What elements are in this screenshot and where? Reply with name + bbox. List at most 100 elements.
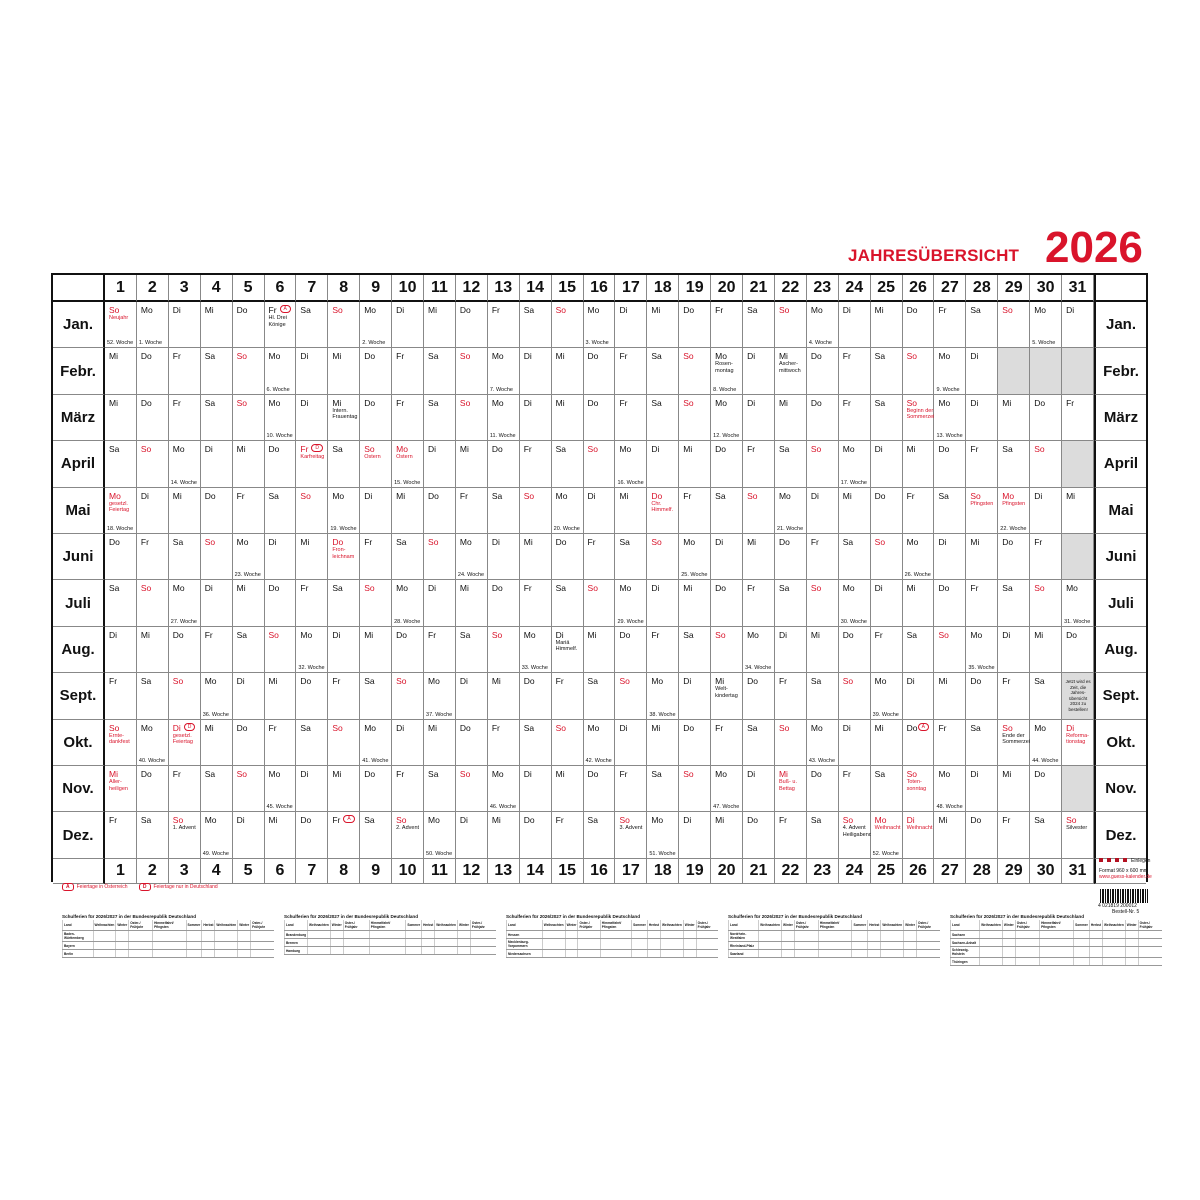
day-cell[interactable]: Do — [934, 441, 967, 488]
day-cell[interactable]: So — [519, 487, 552, 534]
day-cell[interactable]: Sa — [551, 580, 584, 627]
day-cell[interactable]: Sa — [296, 719, 329, 766]
day-cell[interactable]: Mi — [711, 812, 744, 859]
day-cell[interactable]: So — [583, 580, 616, 627]
day-cell[interactable]: Mi — [328, 348, 361, 395]
day-cell[interactable]: So — [455, 348, 488, 395]
day-cell[interactable]: Mi — [551, 766, 584, 813]
day-cell[interactable]: Di — [328, 626, 361, 674]
day-cell[interactable]: Mo 26. Woche — [902, 534, 935, 581]
day-cell[interactable]: Do Fron-leichnam — [328, 534, 361, 581]
day-cell[interactable]: So Neujahr 52. Woche — [105, 302, 137, 349]
day-cell[interactable]: Do — [998, 534, 1031, 581]
day-cell[interactable]: Mi — [838, 487, 871, 534]
day-cell[interactable]: Mo 41. Woche — [360, 719, 393, 766]
day-cell[interactable]: Sa — [551, 441, 584, 488]
day-cell[interactable]: Do — [615, 626, 648, 674]
day-cell[interactable]: Mo 14. Woche — [168, 441, 201, 488]
day-cell[interactable]: Do — [806, 766, 839, 813]
day-cell[interactable]: Di — [743, 766, 775, 813]
day-cell[interactable]: Mi — [1030, 626, 1063, 674]
day-cell[interactable]: Fr — [902, 487, 935, 534]
day-cell[interactable]: Mi — [136, 626, 169, 674]
day-cell[interactable]: Mo 9. Woche — [934, 348, 967, 395]
day-cell[interactable]: Di — [200, 580, 233, 627]
day-cell[interactable]: Mo 19. Woche — [328, 487, 361, 534]
day-cell[interactable]: Sa — [168, 534, 201, 581]
day-cell[interactable]: Sa — [136, 812, 169, 859]
day-cell[interactable]: Sa — [743, 302, 775, 349]
day-cell[interactable]: Mo 51. Woche — [647, 812, 680, 859]
day-cell[interactable]: Di — [296, 348, 329, 395]
day-cell[interactable]: So — [998, 302, 1031, 349]
day-cell[interactable]: Fr — [934, 302, 967, 349]
day-cell[interactable]: Mo 17. Woche — [838, 441, 871, 488]
day-cell[interactable]: Sa — [200, 394, 233, 442]
day-cell[interactable]: So — [232, 766, 265, 813]
day-cell[interactable]: Mo 49. Woche — [200, 812, 233, 859]
day-cell[interactable]: Mi — [966, 534, 999, 581]
day-cell[interactable]: Mo 20. Woche — [551, 487, 584, 534]
day-cell[interactable]: Sa — [264, 487, 297, 534]
day-cell[interactable]: Di — [870, 580, 903, 627]
day-cell[interactable]: Mi — [583, 626, 616, 674]
day-cell[interactable]: Mo gesetzl. Feiertag 18. Woche — [105, 487, 137, 534]
day-cell[interactable]: So — [232, 394, 265, 442]
day-cell[interactable]: Sa — [583, 673, 616, 720]
day-cell[interactable]: Mo 32. Woche — [296, 626, 329, 674]
day-cell[interactable]: Fr — [1030, 534, 1063, 581]
day-cell[interactable]: Fr — [168, 766, 201, 813]
day-cell[interactable]: Di — [1030, 487, 1063, 534]
day-cell[interactable]: Mo 23. Woche — [232, 534, 265, 581]
day-cell[interactable]: Mo 43. Woche — [806, 719, 839, 766]
day-cell[interactable]: So — [583, 441, 616, 488]
day-cell[interactable]: Di — [168, 302, 201, 349]
day-cell[interactable]: Do — [200, 487, 233, 534]
day-cell[interactable]: So — [392, 673, 425, 720]
day-cell[interactable]: Sa — [647, 766, 680, 813]
day-cell[interactable]: Mo 46. Woche — [487, 766, 520, 813]
day-cell[interactable]: Di — [743, 348, 775, 395]
day-cell[interactable]: Fr — [487, 719, 520, 766]
day-cell[interactable]: Fr Hl. Drei Könige A — [264, 302, 297, 349]
day-cell[interactable]: Di Weihnacht — [902, 812, 935, 859]
day-cell[interactable]: Do — [774, 534, 807, 581]
day-cell[interactable]: Mo 30. Woche — [838, 580, 871, 627]
day-cell[interactable]: Fr — [232, 487, 265, 534]
day-cell[interactable]: Di — [711, 534, 744, 581]
day-cell[interactable]: Di — [264, 534, 297, 581]
day-cell[interactable]: Mi — [200, 302, 233, 349]
day-cell[interactable]: So — [136, 441, 169, 488]
day-cell[interactable]: Mo 44. Woche — [1030, 719, 1063, 766]
day-cell[interactable]: Do — [966, 812, 999, 859]
day-cell[interactable]: Do — [455, 719, 488, 766]
day-cell[interactable]: Mo 3. Woche — [583, 302, 616, 349]
day-cell[interactable]: Sa — [136, 673, 169, 720]
day-cell[interactable]: Sa — [200, 348, 233, 395]
day-cell[interactable]: Di — [647, 441, 680, 488]
day-cell[interactable]: Fr — [966, 441, 999, 488]
day-cell[interactable]: So — [455, 766, 488, 813]
day-cell[interactable]: Fr — [838, 394, 871, 442]
day-cell[interactable]: So — [615, 673, 648, 720]
day-cell[interactable]: Sa — [360, 673, 393, 720]
day-cell[interactable]: Mo 12. Woche — [711, 394, 744, 442]
day-cell[interactable]: So — [870, 534, 903, 581]
day-cell[interactable]: So — [806, 580, 839, 627]
day-cell[interactable]: Di — [934, 534, 967, 581]
day-cell[interactable]: Do — [487, 580, 520, 627]
day-cell[interactable]: So — [168, 673, 201, 720]
day-cell[interactable]: Mo 45. Woche — [264, 766, 297, 813]
day-cell[interactable]: Di — [424, 580, 456, 627]
day-cell[interactable]: Mo 31. Woche — [1062, 580, 1094, 627]
day-cell[interactable]: Mi — [743, 534, 775, 581]
day-cell[interactable]: Do — [136, 394, 169, 442]
day-cell[interactable]: Mo Ostern 15. Woche — [392, 441, 425, 488]
day-cell[interactable]: Di — [966, 394, 999, 442]
day-cell[interactable]: Fr — [328, 673, 361, 720]
day-cell[interactable]: Sa — [232, 626, 265, 674]
day-cell[interactable]: Do — [264, 580, 297, 627]
day-cell[interactable]: So — [328, 302, 361, 349]
day-cell[interactable]: Do — [711, 580, 744, 627]
day-cell[interactable]: Mi — [296, 534, 329, 581]
